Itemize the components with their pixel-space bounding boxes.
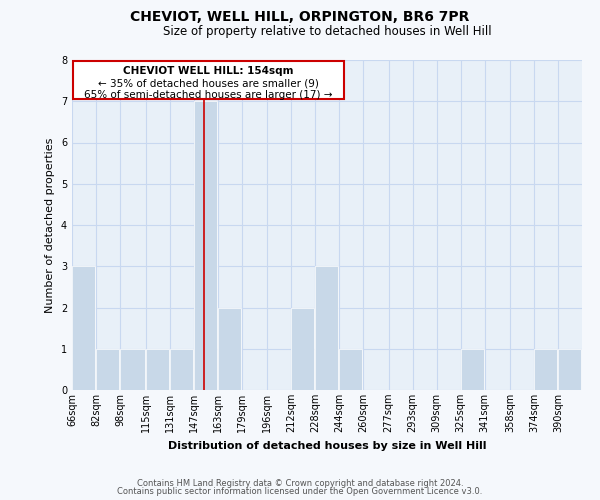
- Bar: [170, 349, 193, 390]
- Bar: [291, 308, 314, 390]
- X-axis label: Distribution of detached houses by size in Well Hill: Distribution of detached houses by size …: [168, 440, 486, 450]
- Bar: [146, 349, 169, 390]
- Bar: [339, 349, 362, 390]
- Text: CHEVIOT WELL HILL: 154sqm: CHEVIOT WELL HILL: 154sqm: [123, 66, 293, 76]
- Bar: [96, 349, 119, 390]
- Text: Contains public sector information licensed under the Open Government Licence v3: Contains public sector information licen…: [118, 487, 482, 496]
- Text: Contains HM Land Registry data © Crown copyright and database right 2024.: Contains HM Land Registry data © Crown c…: [137, 478, 463, 488]
- Bar: [72, 266, 95, 390]
- Bar: [558, 349, 581, 390]
- Text: CHEVIOT, WELL HILL, ORPINGTON, BR6 7PR: CHEVIOT, WELL HILL, ORPINGTON, BR6 7PR: [130, 10, 470, 24]
- Bar: [534, 349, 557, 390]
- Title: Size of property relative to detached houses in Well Hill: Size of property relative to detached ho…: [163, 25, 491, 38]
- Bar: [315, 266, 338, 390]
- FancyBboxPatch shape: [73, 61, 343, 99]
- Bar: [120, 349, 145, 390]
- Text: ← 35% of detached houses are smaller (9): ← 35% of detached houses are smaller (9): [98, 78, 319, 88]
- Bar: [193, 101, 217, 390]
- Text: 65% of semi-detached houses are larger (17) →: 65% of semi-detached houses are larger (…: [84, 90, 332, 100]
- Y-axis label: Number of detached properties: Number of detached properties: [46, 138, 55, 312]
- Bar: [461, 349, 484, 390]
- Bar: [218, 308, 241, 390]
